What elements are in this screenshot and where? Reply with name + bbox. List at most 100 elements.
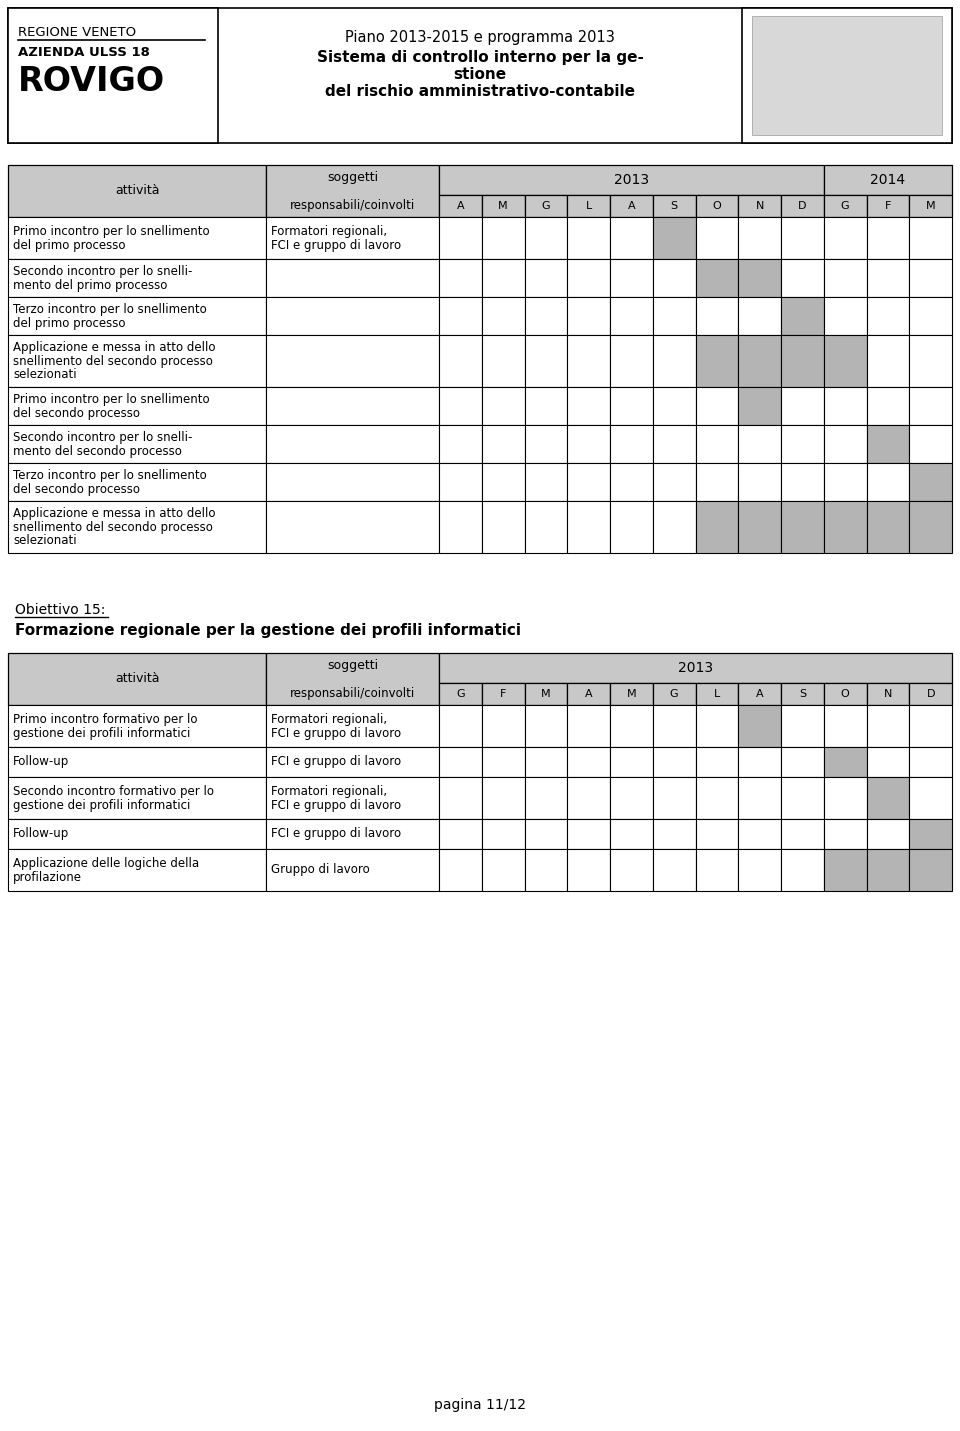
Text: D: D bbox=[798, 200, 806, 210]
Text: responsabili/coinvolti: responsabili/coinvolti bbox=[290, 199, 415, 212]
Bar bbox=[8, 777, 266, 819]
Bar bbox=[781, 259, 824, 298]
Bar bbox=[653, 218, 695, 259]
Bar bbox=[738, 705, 781, 747]
Text: Primo incontro per lo snellimento: Primo incontro per lo snellimento bbox=[13, 225, 209, 238]
Bar bbox=[266, 259, 439, 298]
Text: A: A bbox=[457, 200, 465, 210]
Bar bbox=[738, 298, 781, 335]
Bar bbox=[8, 298, 266, 335]
Bar bbox=[695, 705, 738, 747]
Bar bbox=[524, 259, 567, 298]
Bar bbox=[909, 464, 952, 501]
Text: Formatori regionali,: Formatori regionali, bbox=[271, 784, 387, 797]
Bar bbox=[824, 298, 867, 335]
Bar bbox=[824, 195, 867, 218]
Bar bbox=[482, 298, 524, 335]
Bar bbox=[610, 195, 653, 218]
Bar bbox=[482, 218, 524, 259]
Text: L: L bbox=[713, 688, 720, 698]
Bar bbox=[867, 218, 909, 259]
Text: del rischio amministrativo-contabile: del rischio amministrativo-contabile bbox=[325, 84, 635, 99]
Bar bbox=[266, 819, 439, 849]
Bar bbox=[610, 425, 653, 464]
Bar bbox=[482, 683, 524, 705]
Bar bbox=[482, 777, 524, 819]
Bar bbox=[8, 653, 266, 705]
Bar bbox=[610, 298, 653, 335]
Bar bbox=[781, 683, 824, 705]
Text: attività: attività bbox=[115, 673, 159, 685]
Bar bbox=[482, 259, 524, 298]
Bar bbox=[738, 777, 781, 819]
Text: stione: stione bbox=[453, 67, 507, 82]
Bar bbox=[909, 259, 952, 298]
Text: M: M bbox=[627, 688, 636, 698]
Bar bbox=[909, 683, 952, 705]
Bar bbox=[482, 747, 524, 777]
Bar bbox=[824, 683, 867, 705]
Bar bbox=[567, 218, 610, 259]
Bar bbox=[8, 259, 266, 298]
Text: Obiettivo 15:: Obiettivo 15: bbox=[15, 602, 106, 617]
Bar bbox=[8, 501, 266, 552]
Bar bbox=[781, 501, 824, 552]
Bar bbox=[524, 425, 567, 464]
Text: Formatori regionali,: Formatori regionali, bbox=[271, 225, 387, 238]
Bar bbox=[909, 849, 952, 892]
Text: Gruppo di lavoro: Gruppo di lavoro bbox=[271, 863, 370, 877]
Bar bbox=[824, 777, 867, 819]
Bar bbox=[695, 335, 738, 386]
Bar bbox=[524, 335, 567, 386]
Text: Secondo incontro per lo snelli-: Secondo incontro per lo snelli- bbox=[13, 265, 192, 278]
Text: A: A bbox=[585, 688, 592, 698]
Bar bbox=[867, 259, 909, 298]
Bar bbox=[610, 259, 653, 298]
Bar bbox=[781, 195, 824, 218]
Text: del primo processo: del primo processo bbox=[13, 239, 126, 252]
Bar bbox=[653, 386, 695, 425]
Bar bbox=[567, 259, 610, 298]
Bar bbox=[867, 425, 909, 464]
Bar bbox=[439, 218, 482, 259]
Bar bbox=[439, 501, 482, 552]
Bar bbox=[482, 705, 524, 747]
Text: Primo incontro per lo snellimento: Primo incontro per lo snellimento bbox=[13, 392, 209, 405]
Bar bbox=[266, 298, 439, 335]
Text: soggetti: soggetti bbox=[327, 170, 378, 183]
Bar bbox=[567, 425, 610, 464]
Bar bbox=[909, 195, 952, 218]
Bar bbox=[752, 16, 942, 135]
Bar bbox=[610, 218, 653, 259]
Bar bbox=[695, 218, 738, 259]
Bar bbox=[610, 777, 653, 819]
Bar bbox=[909, 218, 952, 259]
Bar bbox=[439, 653, 952, 683]
Bar bbox=[653, 705, 695, 747]
Bar bbox=[266, 653, 439, 705]
Text: REGIONE VENETO: REGIONE VENETO bbox=[18, 26, 136, 39]
Bar bbox=[824, 464, 867, 501]
Text: AZIENDA ULSS 18: AZIENDA ULSS 18 bbox=[18, 46, 150, 59]
Bar bbox=[695, 259, 738, 298]
Bar bbox=[8, 425, 266, 464]
Bar bbox=[524, 705, 567, 747]
Bar bbox=[610, 464, 653, 501]
Text: 2013: 2013 bbox=[678, 661, 713, 675]
Text: A: A bbox=[628, 200, 636, 210]
Text: del secondo processo: del secondo processo bbox=[13, 406, 140, 419]
Bar bbox=[867, 386, 909, 425]
Bar bbox=[781, 218, 824, 259]
Bar bbox=[695, 464, 738, 501]
Bar bbox=[266, 777, 439, 819]
Bar bbox=[8, 165, 266, 218]
Bar bbox=[653, 849, 695, 892]
Bar bbox=[567, 335, 610, 386]
Bar bbox=[8, 9, 952, 143]
Bar bbox=[653, 425, 695, 464]
Bar bbox=[909, 335, 952, 386]
Bar bbox=[8, 819, 266, 849]
Bar bbox=[266, 386, 439, 425]
Bar bbox=[482, 335, 524, 386]
Text: G: G bbox=[841, 200, 850, 210]
